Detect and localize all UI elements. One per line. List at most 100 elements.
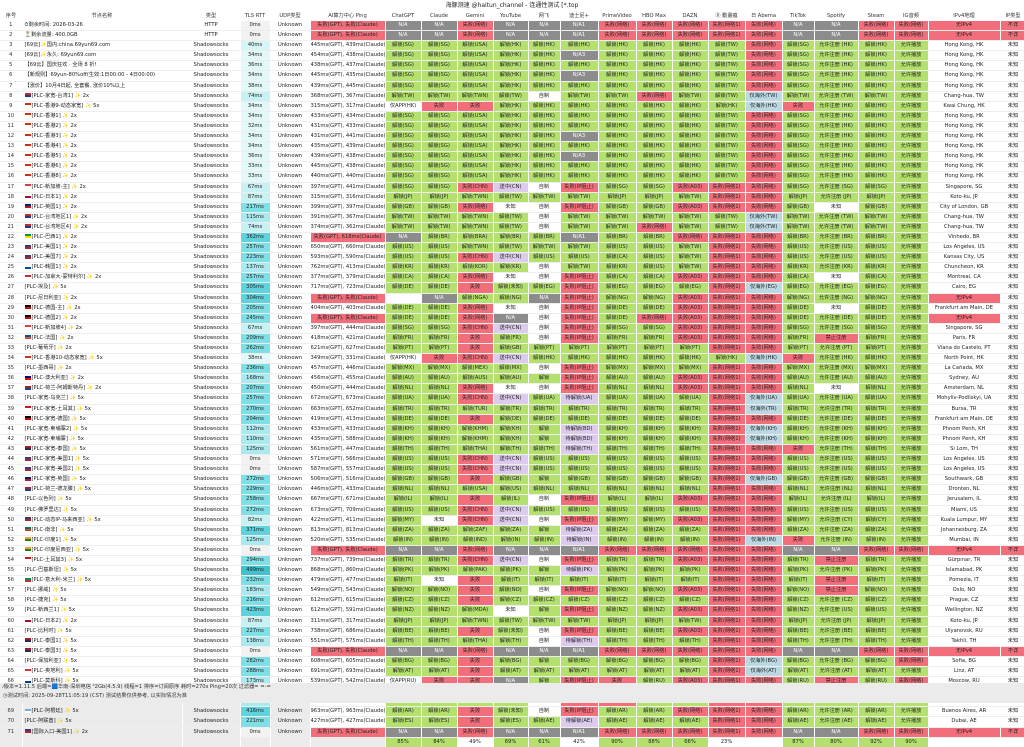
table-row[interactable]: 47 [PLC-荷兰-德龙滕] ✨ 5x Shadowsocks 229ms Unkno… xyxy=(0,484,1024,496)
table-row[interactable]: 12 [PLC-香港3] ✨ 2x Shadowsocks 34ms Unknown 43… xyxy=(0,131,1024,143)
column-header[interactable]: TLS RTT xyxy=(240,11,270,21)
table-row[interactable]: 16 [PLC-香港8] ✨ 2x Shadowsocks 33ms Unknown 44… xyxy=(0,171,1024,183)
column-header[interactable]: Spotify xyxy=(814,11,858,21)
column-header[interactable]: TikTok xyxy=(782,11,814,21)
table-row[interactable]: 11 [PLC-香港2] ✨ 2x Shadowsocks 32ms Unknown 43… xyxy=(0,121,1024,133)
column-header[interactable]: PrimeVideo xyxy=(598,11,636,21)
table-row[interactable]: 17 [PLC-新加坡-主] ✨ 2x Shadowsocks 67ms Unknown… xyxy=(0,182,1024,193)
table-row[interactable]: 30 [PLC-德国2] ✨ 2x Shadowsocks 245ms Unknown 失… xyxy=(0,313,1024,324)
column-header[interactable]: 迪士尼+ xyxy=(560,11,598,21)
table-row[interactable]: 65 [PLC-奥地利] ✨ 5x Shadowsocks 288ms Unknown 6… xyxy=(0,666,1024,678)
table-row[interactable]: 14 [PLC-香港5] ✨ 2x Shadowsocks 36ms Unknown 43… xyxy=(0,151,1024,163)
column-header[interactable]: ChatGPT xyxy=(385,11,421,21)
column-header[interactable]: AI算力中心 Ping xyxy=(310,11,385,21)
table-row[interactable]: 3 [69云]✨国内:china.69yun69.com Shadowsocks 40… xyxy=(0,40,1024,52)
table-row[interactable]: 2 ⏳剩余流量: 400.0GB HTTP 0ms Unknown 失败(GPT), 失败… xyxy=(0,30,1024,42)
column-header[interactable]: Ⓓ 動畫瘋 xyxy=(708,11,745,21)
table-row[interactable]: 49 [PLC-佛罗里达] ✨ 5x Shadowsocks 272ms Unknown… xyxy=(0,505,1024,516)
table-row[interactable]: 21 [PLC-台湾地区4] ✨ 2x Shadowsocks 74ms Unknown… xyxy=(0,222,1024,233)
table-row[interactable]: 23 [PLC-美国1] ✨ 2x Shadowsocks 257ms Unknown 6… xyxy=(0,242,1024,254)
table-row[interactable]: 32 [PLC-法国] ✨ 2x Shadowsocks 209ms Unknown 41… xyxy=(0,333,1024,345)
table-row[interactable]: 40 [PLC-家宽-德国] ✨ 5x Shadowsocks 204ms Unknow… xyxy=(0,414,1024,425)
table-row[interactable]: 38 [PLC-家宽-乌克兰] ✨ 5x Shadowsocks 257ms Unkno… xyxy=(0,393,1024,405)
table-row[interactable]: 66 [PLC-莫斯科] ✨ 5x Shadowsocks 173ms Unknown 5… xyxy=(0,676,1024,688)
table-row[interactable]: 60 [PLC-日本2] ✨ 2x Shadowsocks 87ms Unknown 31… xyxy=(0,616,1024,627)
table-row[interactable]: 18 [PLC-日本1] ✨ 2x Shadowsocks 87ms Unknown 31… xyxy=(0,192,1024,203)
column-header[interactable]: DAZN xyxy=(672,11,708,21)
column-header[interactable]: 网飞 xyxy=(528,11,560,21)
table-row[interactable]: 64 [PLC-保加利亚] ✨ 5x Shadowsocks 282ms Unknown… xyxy=(0,656,1024,668)
table-row[interactable]: 8 [PLC-家宽-台湾1] ✨ 2x Shadowsocks 74ms Unknown… xyxy=(0,91,1024,102)
table-row[interactable]: 69 [PLC-阿根廷] ✨ 5x Shadowsocks 416ms Unknown 9… xyxy=(0,706,1024,718)
table-row[interactable]: 29 [PLC-德国-主] ✨ 2x Shadowsocks 205ms Unknown… xyxy=(0,303,1024,314)
table-row[interactable]: 71 [国际入口-美国1] ✨ 2x Shadowsocks 0ms Unknown 失败… xyxy=(0,727,1024,738)
table-row[interactable]: 41 [PLC-家宽-柬埔寨2] ✨ 5x Shadowsocks 112ms Unkn… xyxy=(0,424,1024,435)
table-row[interactable]: 25 [PLC-韩国1] ✨ 2x Shadowsocks 137ms Unknown 7… xyxy=(0,262,1024,274)
table-row[interactable]: 37 [PLC-荷兰-阿姆斯特丹] ✨ 2x Shadowsocks 207ms Unk… xyxy=(0,383,1024,395)
table-row[interactable]: 1 ⏱剩余时间: 2026-03-26 HTTP 0ms Unknown 失败(GPT),… xyxy=(0,21,1024,32)
table-row[interactable]: 22 [PLC-巴西1] ✨ 2x Shadowsocks 362ms Unknown 失… xyxy=(0,232,1024,244)
table-row[interactable]: 45 [PLC-家宽-美国2] ✨ 5x Shadowsocks 0ms Unknown… xyxy=(0,464,1024,476)
table-row[interactable]: 57 [PLC-挪威] ✨ 5x Shadowsocks 183ms Unknown 54… xyxy=(0,585,1024,597)
test-result-cell: 待解锁(PK) xyxy=(560,565,599,577)
table-row[interactable]: 7 【涨价】10月4日起, 全套餐, 涨价10%以上 Shadowsocks 38ms… xyxy=(0,81,1024,92)
table-row[interactable]: 10 [PLC-香港1] ✨ 2x Shadowsocks 34ms Unknown 43… xyxy=(0,111,1024,122)
table-row[interactable]: 50 [PLC-动态IP-马来西亚] ✨ 5x Shadowsocks 82ms Unk… xyxy=(0,515,1024,526)
column-header[interactable]: HBO Max xyxy=(636,11,672,21)
test-result-cell: 允许注册 (IL) xyxy=(814,494,859,506)
row-index: 44 xyxy=(0,454,23,466)
table-row[interactable]: 59 [PLC-新西兰1] ✨ 5x Shadowsocks 423ms Unknown… xyxy=(0,605,1024,617)
column-header[interactable]: Gemini xyxy=(457,11,493,21)
column-header[interactable]: 日 Abema xyxy=(745,11,782,21)
table-row[interactable]: 33 [PLC-葡萄牙] ✨ 2x Shadowsocks 262ms Unknown 6… xyxy=(0,343,1024,355)
table-row[interactable]: 9 [PLC-香港9-动态家宽] ✨ 5x Shadowsocks 34ms Unkno… xyxy=(0,101,1024,112)
table-row[interactable]: 44 [PLC-家宽-美国1] ✨ 5x Shadowsocks 0ms Unknown… xyxy=(0,454,1024,466)
column-header[interactable]: YouTube xyxy=(493,11,528,21)
table-row[interactable]: 62 [PLC-泰国1] ✨ 5x Shadowsocks 138ms Unknown 5… xyxy=(0,636,1024,647)
table-row[interactable]: 48 [PLC-以色列] ✨ 5x Shadowsocks 258ms Unknown 6… xyxy=(0,494,1024,506)
column-header[interactable]: Claude xyxy=(421,11,457,21)
flag-icon xyxy=(24,335,31,340)
table-row[interactable]: 36 [PLC-澳大利亚] ✨ 2x Shadowsocks 168ms Unknown… xyxy=(0,373,1024,385)
table-row[interactable]: 6 【新规则】69yun-80%off(生效:1日00:00 - 4日00:00)… xyxy=(0,70,1024,82)
column-header[interactable]: IG音频 xyxy=(894,11,928,21)
table-row[interactable]: 24 [PLC-美国7] ✨ 2x Shadowsocks 223ms Unknown 5… xyxy=(0,252,1024,264)
table-row[interactable]: 61 [PLC-比利时] ✨ 5x Shadowsocks 227ms Unknown 7… xyxy=(0,626,1024,637)
table-row[interactable]: 20 [PLC-台湾地区1] ✨ 2x Shadowsocks 115ms Unknow… xyxy=(0,212,1024,223)
table-row[interactable]: 46 [PLC-家宽-英国] ✨ 5x Shadowsocks 272ms Unknow… xyxy=(0,474,1024,486)
table-row[interactable]: 56 [PLC-意大利-米兰] ✨ 5x Shadowsocks 232ms Unkno… xyxy=(0,575,1024,587)
column-header[interactable]: UDP类型 xyxy=(270,11,310,21)
table-row[interactable]: 5 【69云】国庆狂欢 · 全场 8 折! Shadowsocks 36ms Unkno… xyxy=(0,60,1024,72)
column-header[interactable]: IPv4地理 xyxy=(928,11,1000,21)
table-row[interactable]: 58 [PLC-捷克] ✨ 5x Shadowsocks 216ms Unknown 61… xyxy=(0,595,1024,607)
table-row[interactable]: 70 [PLC-阿联酋] ✨ 5x Shadowsocks 221ms Unknown 4… xyxy=(0,716,1024,728)
table-row[interactable]: 52 [PLC-印度1] ✨ 5x Shadowsocks 125ms Unknown 5… xyxy=(0,535,1024,546)
table-row[interactable]: 31 [PLC-新加坡4] ✨ 2x Shadowsocks 67ms Unknown 3… xyxy=(0,323,1024,334)
column-header[interactable]: 类型 xyxy=(182,11,240,21)
test-result-cell: 解锁(AT) xyxy=(672,666,709,678)
column-header[interactable]: Steam xyxy=(858,11,894,21)
table-row[interactable]: 27 [PLC-埃及] ✨ 5x Shadowsocks 305ms Unknown 71… xyxy=(0,282,1024,294)
table-row[interactable]: 53 [PLC-印度尼西亚] ✨ 5x Shadowsocks 0ms Unknown 失… xyxy=(0,545,1024,556)
table-row[interactable]: 13 [PLC-香港4] ✨ 2x Shadowsocks 34ms Unknown 43… xyxy=(0,141,1024,153)
test-result-cell: 解锁(BG) xyxy=(598,656,637,668)
table-row[interactable]: 15 [PLC-香港6] ✨ 2x Shadowsocks 33ms Unknown 44… xyxy=(0,161,1024,173)
table-row[interactable]: 4 [69云]✨永久: 69yun69.com Shadowsocks 34ms Unk… xyxy=(0,50,1024,62)
table-row[interactable]: 54 [PLC-土耳其3] ✨ 5x Shadowsocks 294ms Unknown… xyxy=(0,555,1024,567)
column-header[interactable]: 节点名称 xyxy=(22,11,182,21)
row-index: 1 xyxy=(0,21,23,32)
table-row[interactable]: 26 [PLC-加拿大-蒙特利尔] ✨ 2x Shadowsocks 257ms Unk… xyxy=(0,272,1024,284)
column-header[interactable]: 序号 xyxy=(0,11,22,21)
table-row[interactable]: 19 [PLC-英国1] ✨ 2x Shadowsocks 217ms Unknown 3… xyxy=(0,202,1024,213)
table-row[interactable]: 55 [PLC-巴基斯坦] ✨ 5x Shadowsocks 499ms Unknown… xyxy=(0,565,1024,577)
table-row[interactable]: 42 [PLC-家宽-柬埔寨] ✨ 5x Shadowsocks 110ms Unkno… xyxy=(0,434,1024,445)
table-row[interactable]: 34 [PLC-香港10-动态家宽] ✨ 5x Shadowsocks 38ms Unk… xyxy=(0,353,1024,365)
test-result-cell: 解锁(IL) xyxy=(421,494,458,506)
table-row[interactable]: 43 [PLC-家宽-泰国] ✨ 5x Shadowsocks 125ms Unknow… xyxy=(0,444,1024,456)
column-header[interactable]: IP类型 xyxy=(1000,11,1024,21)
table-row[interactable]: 28 [PLC-尼日利亚] ✨ 2x Shadowsocks 304ms Unknown… xyxy=(0,293,1024,304)
table-row[interactable]: 35 [PLC-墨西哥] ✨ 2x Shadowsocks 236ms Unknown 4… xyxy=(0,363,1024,375)
table-row[interactable]: 63 [PLC-泰国3] ✨ 5x Shadowsocks 0ms Unknown 失败(… xyxy=(0,646,1024,657)
table-row[interactable]: 39 [PLC-家宽-土耳其] ✨ 5x Shadowsocks 270ms Unkno… xyxy=(0,404,1024,415)
table-row[interactable]: 51 [PLC-南非] ✨ 5x Shadowsocks 371ms Unknown 81… xyxy=(0,525,1024,536)
